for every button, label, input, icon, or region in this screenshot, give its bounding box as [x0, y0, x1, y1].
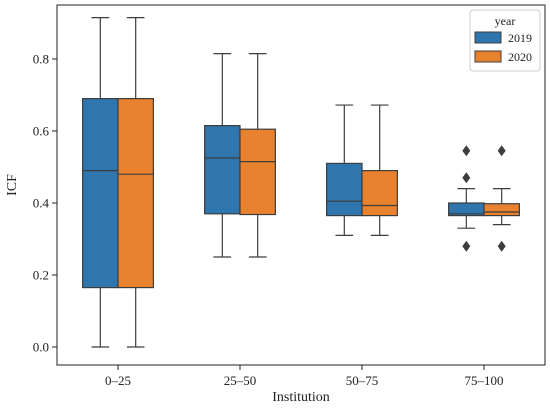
outlier-marker — [497, 240, 506, 252]
legend-swatch-2019 — [474, 31, 502, 44]
box-iqr — [361, 170, 398, 217]
y-tick-label: 0.0 — [33, 340, 49, 355]
box-iqr — [326, 162, 363, 217]
box-2020-75–100 — [483, 145, 520, 252]
box-2019-25–50 — [204, 52, 241, 258]
outlier-marker — [497, 145, 506, 157]
x-tick-label: 50–75 — [346, 373, 379, 388]
y-axis: 0.0 0.2 0.4 0.6 0.8 — [33, 52, 57, 355]
x-tick-label: 0–25 — [105, 373, 131, 388]
outlier-marker — [462, 145, 471, 157]
legend-title: year — [495, 14, 516, 28]
box-iqr — [117, 97, 154, 289]
box-2020-50–75 — [361, 104, 398, 236]
axes-frame — [56, 4, 546, 366]
box-iqr — [483, 203, 520, 217]
box-2019-0–25 — [82, 17, 119, 348]
box-iqr — [239, 128, 276, 216]
outlier-marker — [462, 172, 471, 184]
y-tick-label: 0.4 — [33, 196, 50, 211]
box-2019-75–100 — [448, 145, 485, 252]
x-axis: 0–25 25–50 50–75 75–100 — [105, 365, 504, 388]
x-axis-label: Institution — [272, 390, 330, 405]
legend-label-2019: 2019 — [508, 31, 532, 45]
outlier-marker — [462, 240, 471, 252]
box-2020-0–25 — [117, 17, 154, 348]
box-iqr — [82, 97, 119, 289]
plot-area — [82, 17, 520, 348]
y-tick-label: 0.6 — [33, 124, 50, 139]
x-tick-label: 25–50 — [224, 373, 257, 388]
y-tick-label: 0.8 — [33, 52, 49, 67]
legend-label-2020: 2020 — [508, 50, 532, 64]
x-tick-label: 75–100 — [465, 373, 504, 388]
box-2019-50–75 — [326, 104, 363, 236]
y-tick-label: 0.2 — [33, 268, 49, 283]
box-2020-25–50 — [239, 52, 276, 258]
y-axis-label: ICF — [5, 174, 20, 196]
legend-swatch-2020 — [474, 50, 502, 63]
box-iqr — [204, 124, 241, 215]
legend: year 2019 2020 — [469, 9, 541, 72]
